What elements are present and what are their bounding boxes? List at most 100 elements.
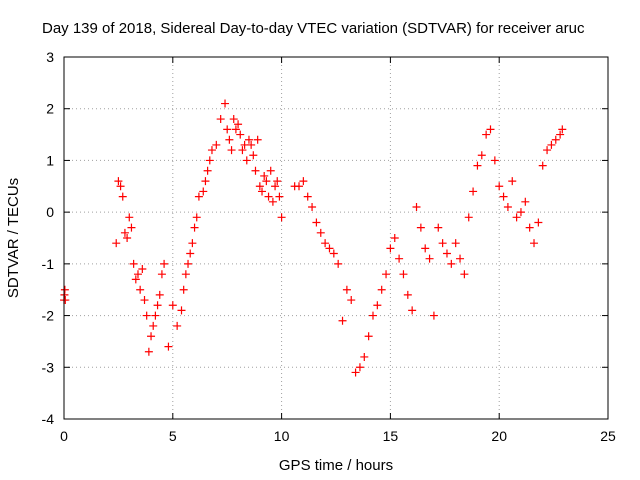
data-point	[547, 140, 556, 149]
data-point	[181, 270, 190, 279]
y-tick-label: -4	[42, 411, 55, 427]
data-point	[382, 270, 391, 279]
ticks: 0 5 10 15 20 25 -4 -3 -2 -1 0 1 2 3	[42, 49, 616, 444]
data-point	[530, 239, 539, 248]
data-point	[390, 234, 399, 242]
data-point	[477, 151, 486, 160]
data-point	[373, 301, 382, 310]
data-point	[312, 218, 321, 227]
data-point	[342, 285, 351, 294]
data-point	[399, 270, 408, 279]
data-point	[164, 342, 173, 351]
data-point	[125, 213, 134, 222]
data-point	[416, 223, 425, 232]
data-point	[120, 228, 129, 237]
data-point	[451, 239, 460, 248]
data-point	[521, 197, 530, 206]
data-point	[412, 202, 421, 211]
data-point	[277, 213, 286, 222]
y-tick-label: 2	[46, 101, 54, 117]
data-point	[244, 135, 253, 144]
data-point	[395, 254, 404, 263]
data-point	[321, 239, 330, 248]
data-point	[184, 259, 193, 268]
data-point	[262, 177, 271, 186]
data-point	[525, 223, 534, 232]
data-points	[60, 99, 567, 377]
data-point	[207, 146, 216, 155]
data-point	[351, 368, 360, 377]
data-point	[234, 120, 243, 129]
data-point	[334, 259, 343, 268]
data-point	[329, 249, 338, 258]
data-point	[155, 290, 164, 299]
data-point	[203, 166, 212, 175]
data-point	[131, 275, 140, 284]
data-point	[177, 306, 186, 315]
data-point	[227, 146, 236, 155]
data-point	[238, 146, 247, 155]
data-point	[123, 234, 132, 242]
data-point	[495, 182, 504, 191]
data-point	[516, 208, 525, 217]
data-point	[127, 223, 136, 232]
data-point	[377, 285, 386, 294]
data-point	[251, 166, 260, 175]
data-point	[299, 177, 308, 186]
data-point	[482, 130, 491, 139]
data-point	[264, 192, 273, 201]
data-point	[249, 151, 258, 160]
x-tick-label: 25	[600, 428, 616, 444]
data-point	[508, 177, 517, 186]
data-point	[147, 332, 156, 341]
data-point	[188, 239, 197, 248]
data-point	[347, 296, 356, 305]
data-point	[543, 146, 552, 155]
y-tick-label: -3	[42, 359, 55, 375]
data-point	[271, 182, 280, 191]
data-point	[112, 239, 121, 248]
data-point	[253, 135, 262, 144]
data-point	[173, 321, 182, 330]
data-point	[473, 161, 482, 170]
data-point	[490, 156, 499, 165]
data-point	[316, 228, 325, 237]
x-tick-label: 20	[491, 428, 507, 444]
plot-frame	[63, 56, 609, 420]
data-point	[179, 285, 188, 294]
data-point	[260, 171, 269, 180]
y-tick-label: 0	[46, 204, 54, 220]
data-point	[464, 213, 473, 222]
data-point	[160, 259, 169, 268]
data-point	[425, 254, 434, 263]
data-point	[149, 321, 158, 330]
data-point	[60, 285, 69, 294]
data-point	[255, 182, 264, 191]
data-point	[118, 192, 127, 201]
data-point	[308, 202, 317, 211]
data-point	[447, 259, 456, 268]
data-point	[201, 177, 210, 186]
data-point	[456, 254, 465, 263]
data-point	[186, 249, 195, 258]
x-tick-label: 15	[383, 428, 399, 444]
data-point	[114, 177, 123, 186]
data-point	[168, 301, 177, 310]
data-point	[275, 192, 284, 201]
data-point	[368, 311, 377, 320]
x-tick-label: 10	[274, 428, 290, 444]
data-point	[434, 223, 443, 232]
y-axis-label: SDTVAR / TECUs	[5, 178, 22, 298]
data-point	[192, 213, 201, 222]
data-point	[236, 130, 245, 139]
data-point	[266, 166, 275, 175]
chart-title: Day 139 of 2018, Sidereal Day-to-day VTE…	[42, 20, 585, 37]
x-tick-label: 5	[169, 428, 177, 444]
data-point	[116, 182, 125, 191]
data-point	[190, 223, 199, 232]
data-point	[142, 311, 151, 320]
data-point	[205, 156, 214, 165]
data-point	[216, 115, 225, 124]
y-tick-label: 1	[46, 152, 54, 168]
data-point	[225, 135, 234, 144]
